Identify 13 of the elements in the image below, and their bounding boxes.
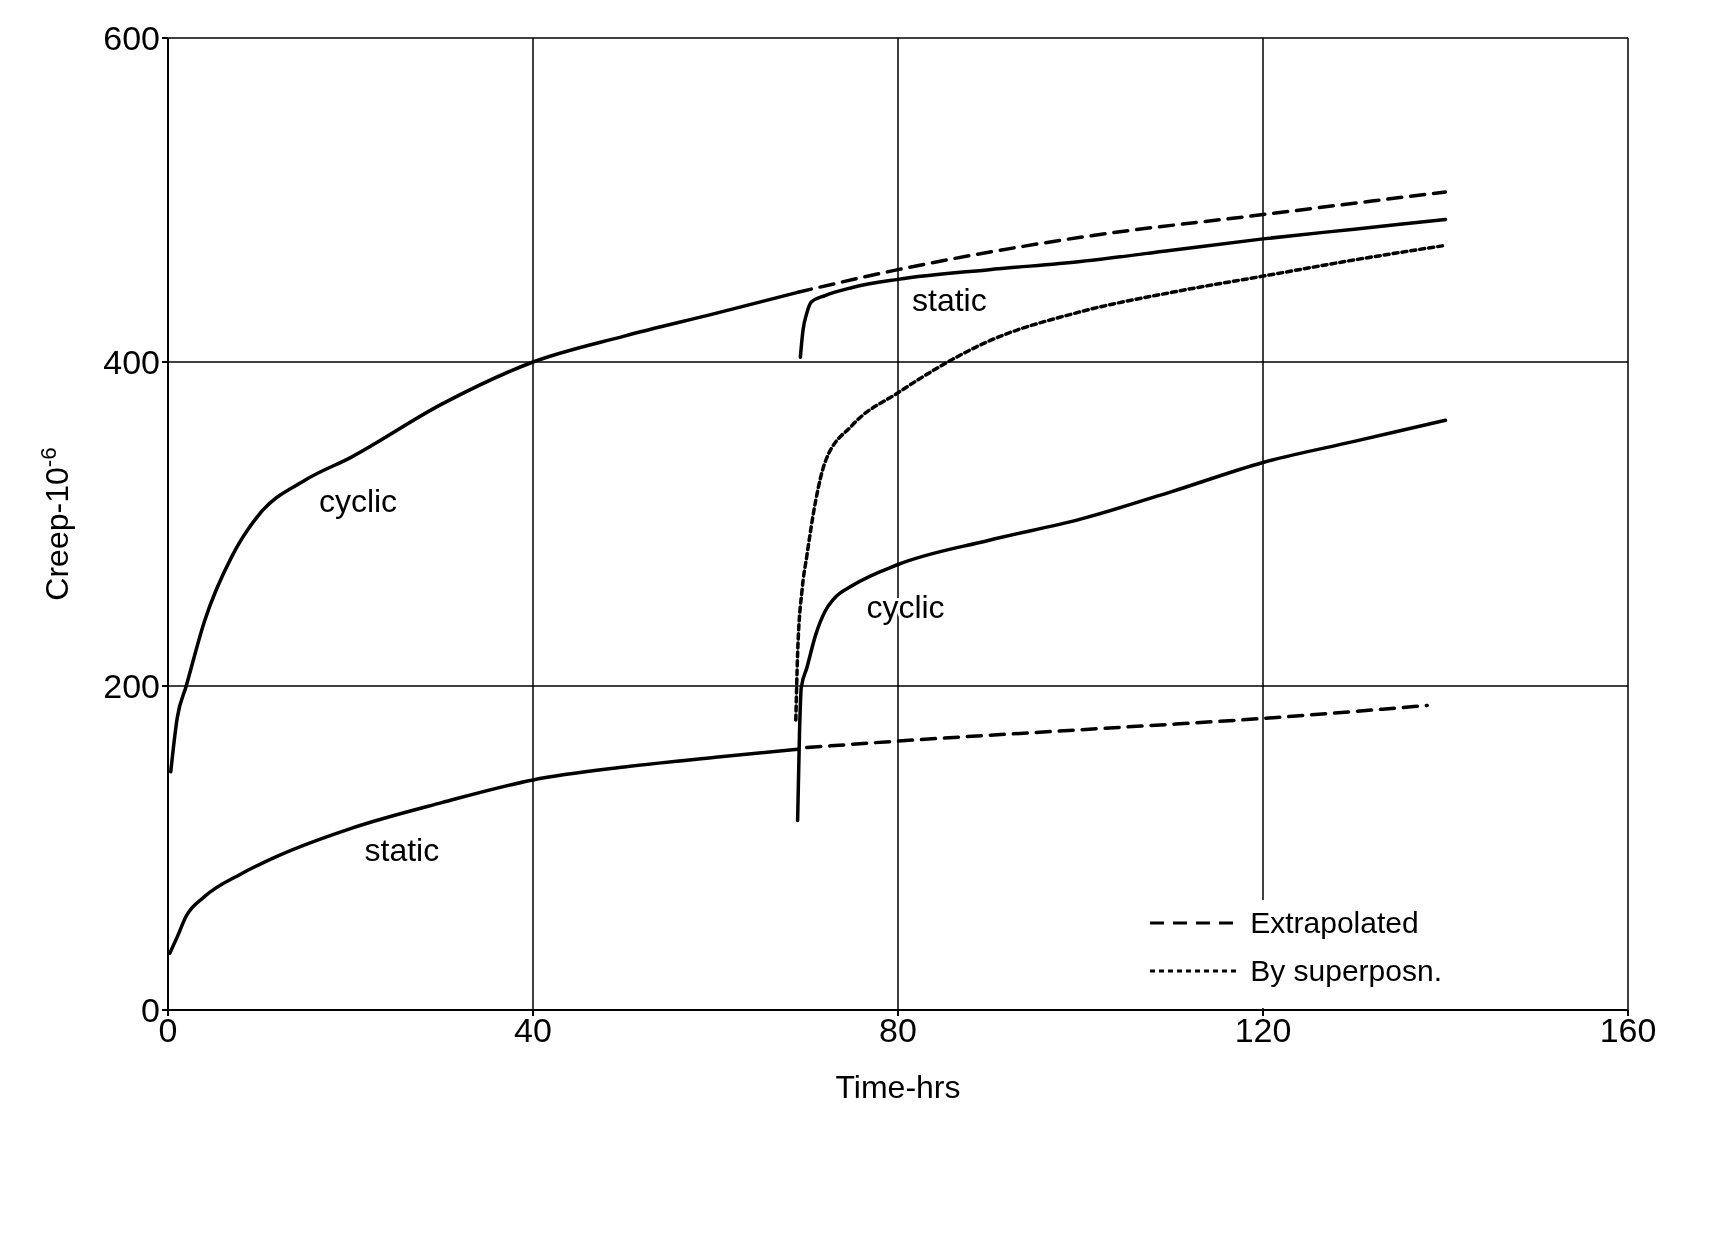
legend-label: Extrapolated [1250,906,1419,940]
legend-label: By superposn. [1250,954,1442,988]
y-tick-label: 200 [103,667,160,706]
x-axis-title: Time-hrs [835,1069,961,1105]
x-tick-label: 40 [514,1011,552,1050]
y-tick-label: 400 [103,343,160,382]
series-label: static [364,831,440,868]
series-label: static [912,282,987,319]
x-tick-label: 120 [1234,1011,1292,1050]
x-tick-label: 160 [1599,1011,1657,1050]
x-tick-label: 80 [879,1011,917,1050]
series-label: cyclic [318,483,398,520]
y-tick-label: 600 [103,19,160,58]
